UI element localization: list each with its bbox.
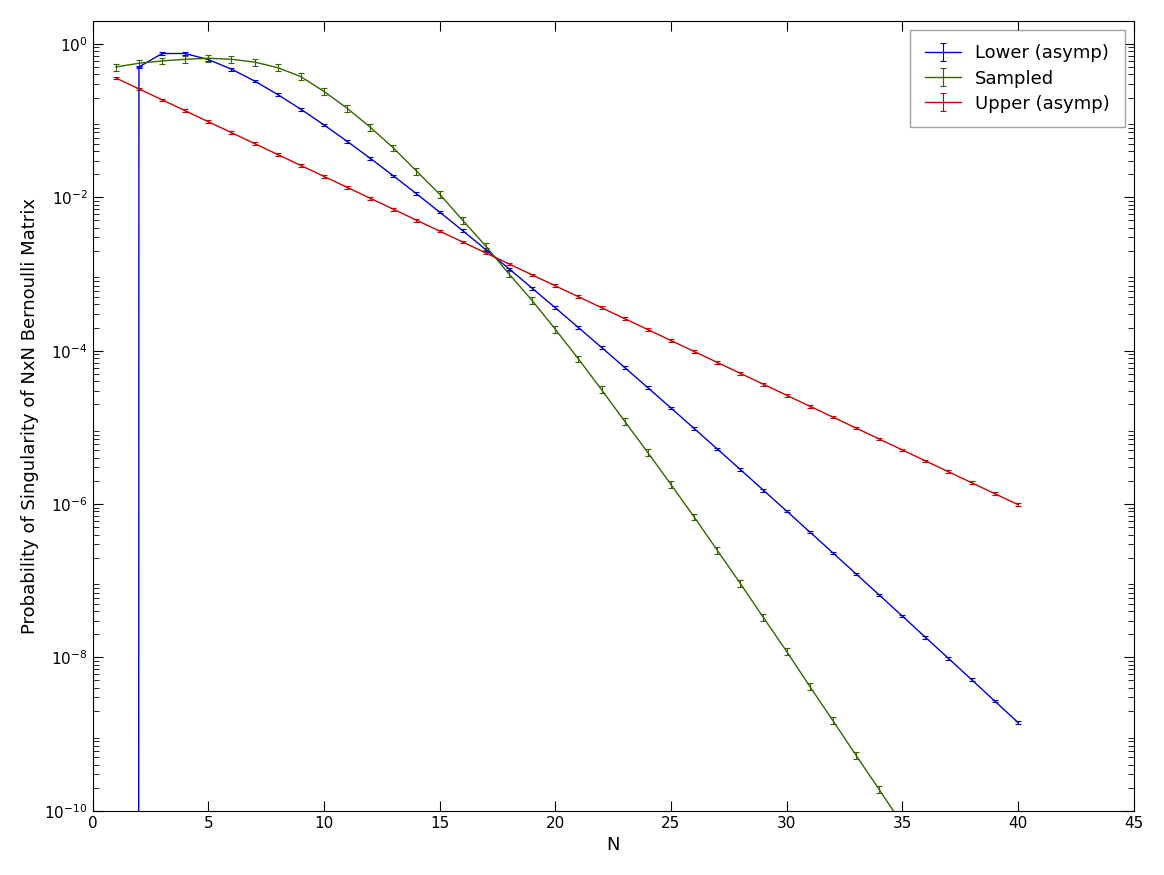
X-axis label: N: N: [606, 836, 620, 854]
Legend: Lower (asymp), Sampled, Upper (asymp): Lower (asymp), Sampled, Upper (asymp): [910, 30, 1124, 127]
Y-axis label: Probability of Singularity of NxN Bernoulli Matrix: Probability of Singularity of NxN Bernou…: [21, 198, 38, 634]
